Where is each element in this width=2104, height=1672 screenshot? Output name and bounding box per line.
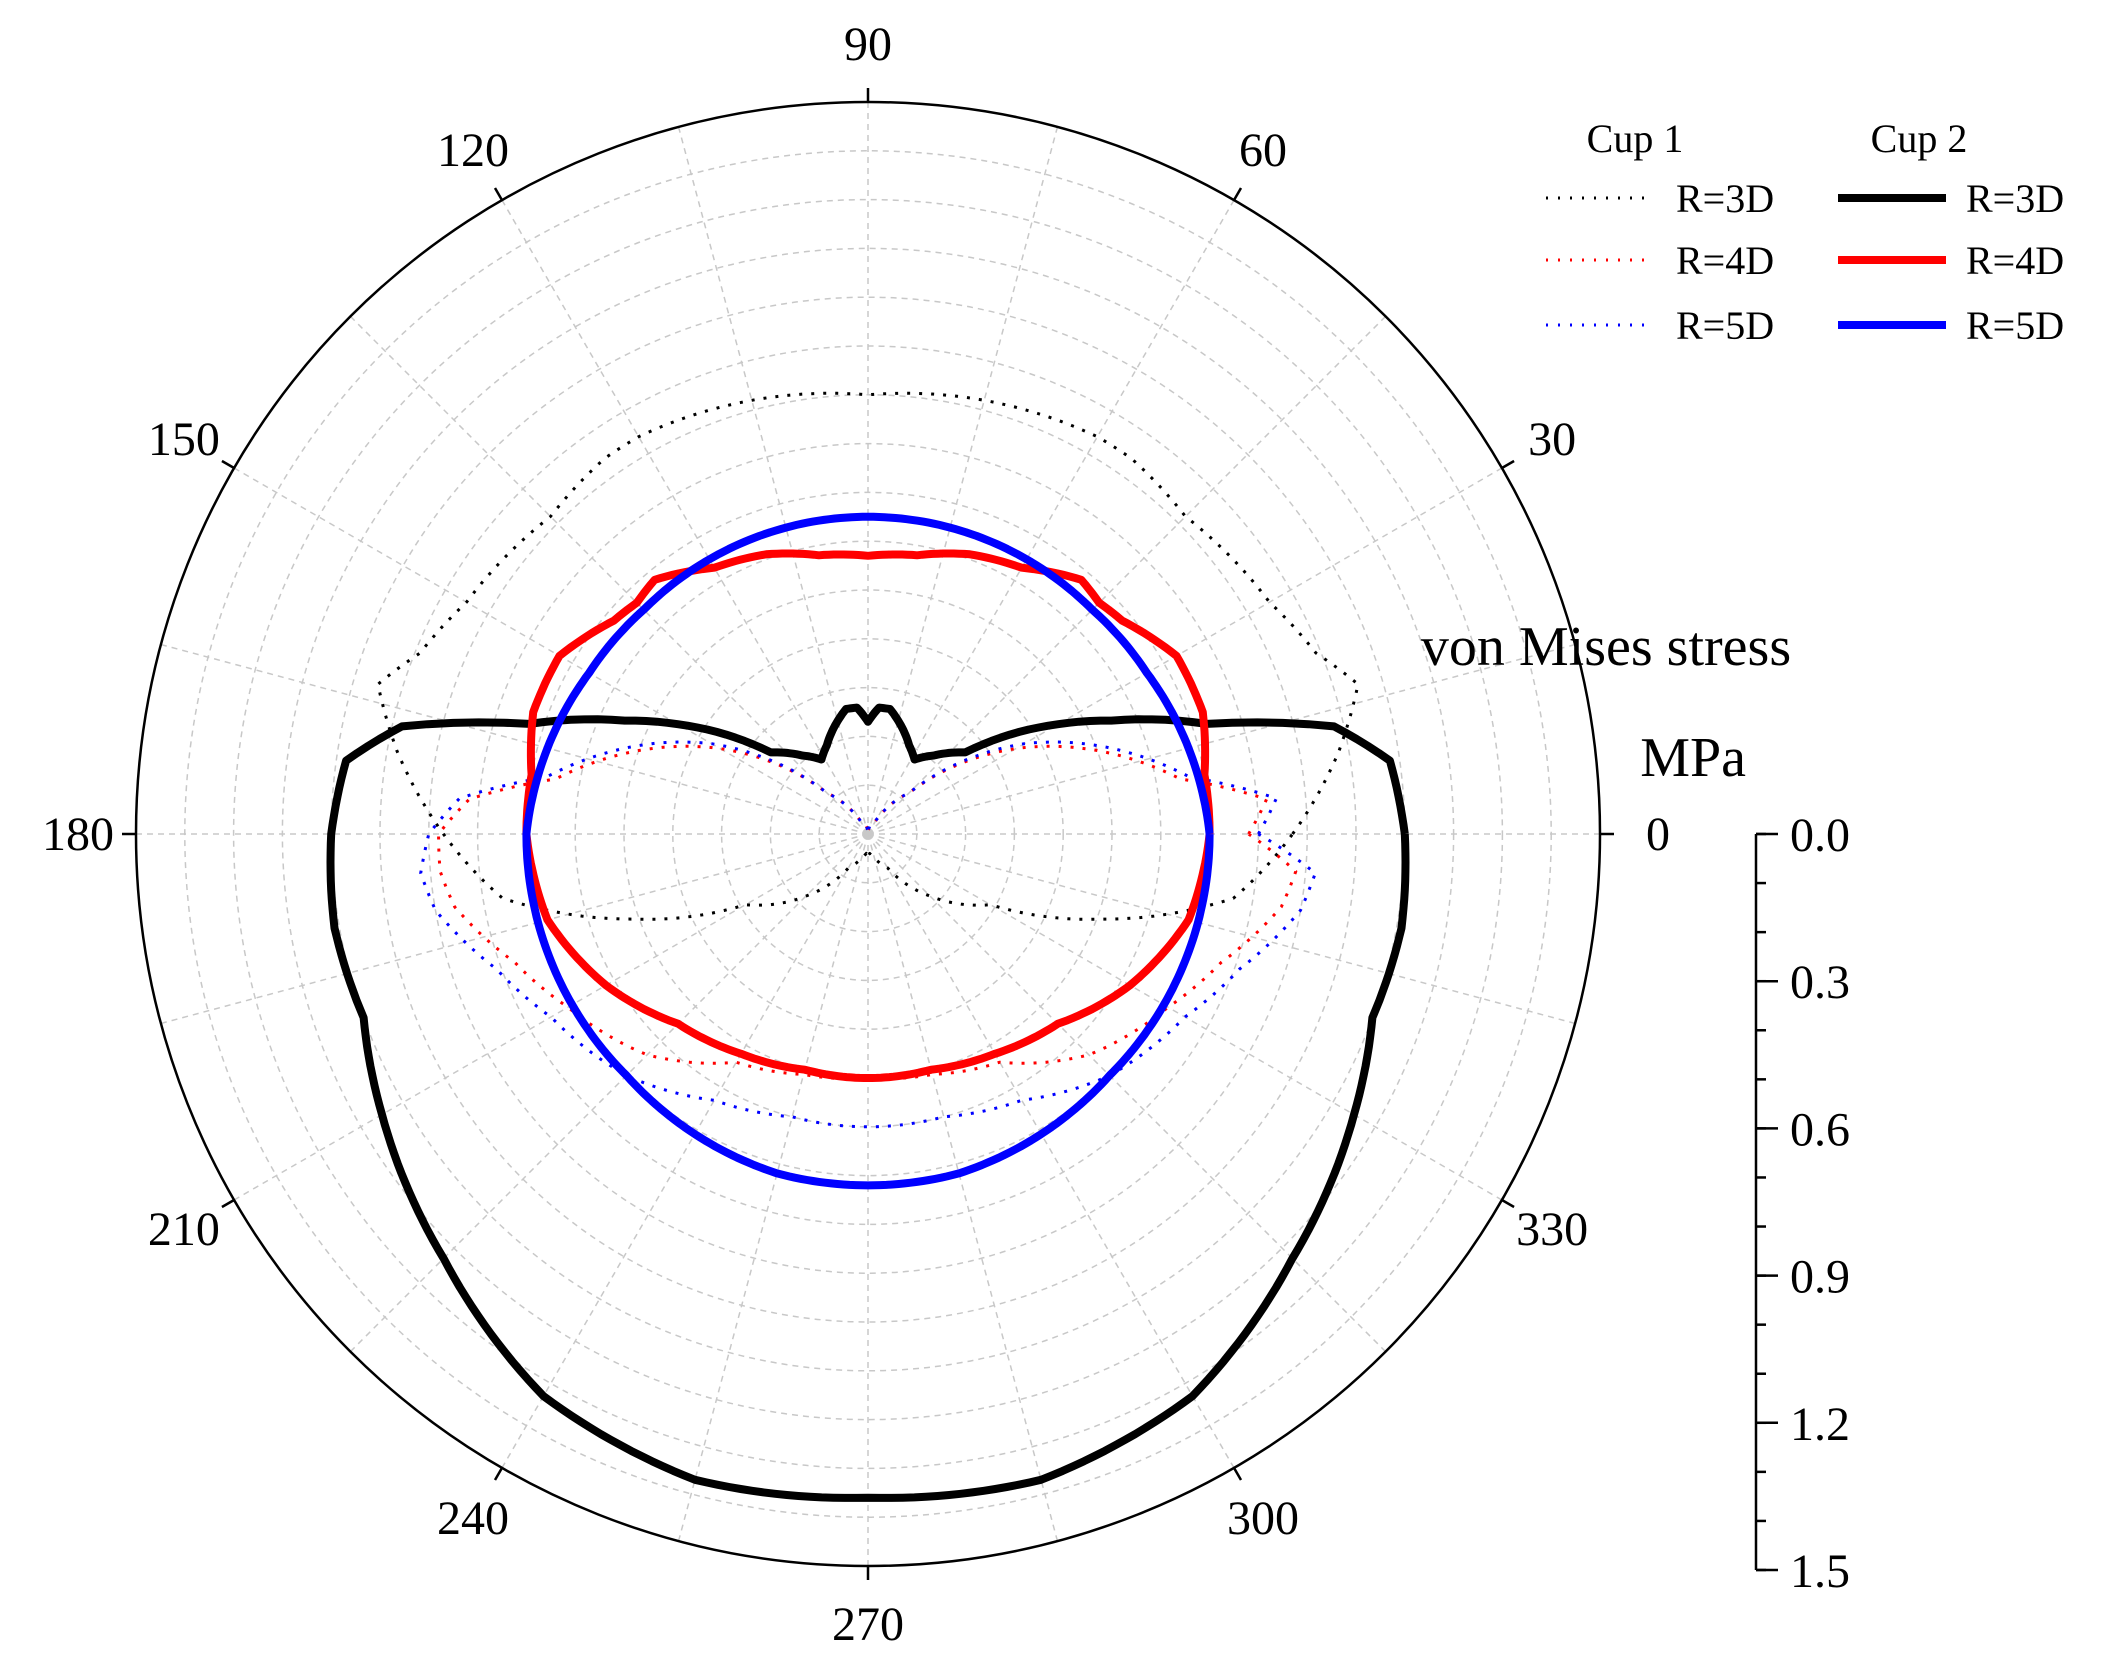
grid-spoke [349,315,869,835]
angle-tick [1501,1198,1515,1209]
radial-axis-tick-label: 1.2 [1790,1398,1850,1451]
angle-tick [1232,187,1243,201]
grid-spoke [867,833,1387,1353]
legend-group-title-cup2: Cup 2 [1871,116,1968,161]
polar-grid [136,102,1600,1566]
radial-axis-tick-label: 0.6 [1790,1103,1850,1156]
angle-tick [221,1198,235,1209]
radial-axis-unit: MPa [1640,727,1746,789]
angle-label: 330 [1516,1203,1588,1256]
grid-ring [428,394,1308,1274]
grid-ring [769,735,967,933]
angle-label: 180 [42,808,114,861]
angle-label: 0 [1646,808,1670,861]
angle-label: 90 [844,18,892,71]
radial-axis-tick-label: 0.0 [1790,809,1850,862]
grid-spoke [867,833,1576,1025]
legend-label-cup2-r4d: R=4D [1966,238,2064,283]
grid-spoke [867,833,1235,1469]
grid-spoke [677,833,869,1542]
angle-label: 210 [148,1203,220,1256]
angle-labels: 0 30 60 90 120 150 180 210 240 270 300 330 [42,18,1670,1651]
radial-axis: von Mises stress MPa 0.0 0.3 0.6 0.9 1.2 1.5 [1421,616,1850,1598]
grid-spoke [867,199,1235,835]
legend-label-cup2-r3d: R=3D [1966,176,2064,221]
legend-label-cup2-r5d: R=5D [1966,303,2064,348]
radial-axis-tick-label: 0.3 [1790,956,1850,1009]
angle-label: 150 [148,413,220,466]
grid-spoke [233,467,869,835]
legend-group-title-cup1: Cup 1 [1587,116,1684,161]
radial-axis-tick-label: 1.5 [1790,1545,1850,1598]
angle-tick [1501,459,1515,470]
legend-label-cup1-r3d: R=3D [1676,176,1774,221]
angle-label: 120 [437,124,509,177]
grid-spoke [501,833,869,1469]
grid-spoke [160,643,869,835]
angle-tick [221,459,235,470]
grid-spoke [349,833,869,1353]
grid-ring [574,540,1162,1128]
grid-spoke [867,467,1503,835]
grid-spoke [867,833,1059,1542]
series-cup-2-r-3d [326,703,1410,1502]
angle-label: 30 [1528,413,1576,466]
grid-spoke [501,199,869,835]
grid-ring [672,638,1064,1030]
grid-spoke [233,833,869,1201]
legend-label-cup1-r5d: R=5D [1676,303,1774,348]
angle-label: 270 [832,1598,904,1651]
angle-label: 60 [1239,124,1287,177]
legend: Cup 1 Cup 2 R=3D R=4D R=5D R=3D R=4D R=5… [1546,116,2064,348]
series-cup-1-r-3d [376,391,1360,921]
grid-spoke [160,833,869,1025]
radial-axis-ticks: 0.0 0.3 0.6 0.9 1.2 1.5 [1754,809,1850,1598]
series-cup-1-r-4d [437,744,1298,1081]
radial-axis-tick-label: 0.9 [1790,1251,1850,1304]
radial-axis-title: von Mises stress [1421,616,1791,678]
grid-spoke [867,643,1576,835]
angle-tick [493,1467,504,1481]
angle-label: 300 [1227,1492,1299,1545]
data-series [326,391,1410,1502]
angle-tick [1232,1467,1243,1481]
grid-spoke [867,315,1387,835]
legend-label-cup1-r4d: R=4D [1676,238,1774,283]
angle-label: 240 [437,1492,509,1545]
series-cup-2-r-5d [522,512,1214,1190]
grid-ring [232,198,1504,1470]
angle-tick [493,187,504,201]
